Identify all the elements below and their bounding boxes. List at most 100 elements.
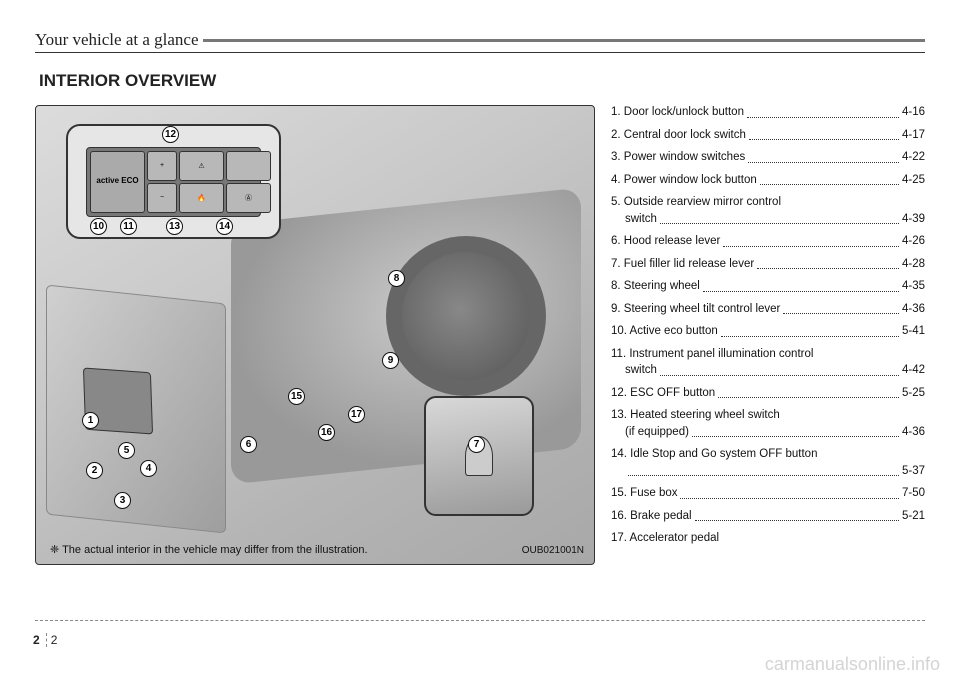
legend-list: 1. Door lock/unlock button 4-16 2. Central… [611,105,925,565]
legend-dots [660,212,899,225]
legend-item-15: 15. Fuse box 7-50 [611,486,925,502]
legend-dots [695,509,899,522]
legend-dots [660,363,899,376]
legend-page: 5-37 [902,464,925,480]
legend-page: 5-21 [902,509,925,525]
legend-page: 4-36 [902,302,925,318]
button-grid: active ECO + ⚠ − 🔥 Ⓐ [86,147,261,217]
fuel-inset [424,396,534,516]
callout-10: 10 [90,218,107,235]
figure-note: ❈ The actual interior in the vehicle may… [50,543,368,556]
header-title: Your vehicle at a glance [35,30,199,50]
callout-2: 2 [86,462,103,479]
footer-rule [35,620,925,621]
illum-minus-icon: − [147,183,177,213]
legend-item-14-sub: 5-37 [611,464,925,480]
legend-sublabel: switch [611,212,657,228]
callout-11: 11 [120,218,137,235]
legend-dots [692,425,899,438]
legend-sublabel: switch [611,363,657,379]
legend-sublabel: (if equipped) [611,425,689,441]
legend-dots [760,173,899,186]
legend-page: 4-16 [902,105,925,121]
interior-figure: active ECO + ⚠ − 🔥 Ⓐ 1234567891011121314… [35,105,595,565]
legend-page: 5-25 [902,386,925,402]
callout-9: 9 [382,352,399,369]
legend-item-13-sub: (if equipped)4-36 [611,425,925,441]
legend-dots [723,234,899,247]
steering-wheel-shape [386,236,546,396]
legend-dots [721,324,899,337]
legend-item-2: 2. Central door lock switch 4-17 [611,128,925,144]
legend-dots [718,386,899,399]
legend-item-5-sub: switch 4-39 [611,212,925,228]
callout-8: 8 [388,270,405,287]
legend-page: 5-41 [902,324,925,340]
legend-item-5: 5. Outside rearview mirror control [611,195,925,211]
callout-14: 14 [216,218,233,235]
legend-item-17: 17. Accelerator pedal [611,531,925,547]
legend-dots [680,486,898,499]
legend-label: 4. Power window lock button [611,173,757,189]
legend-page: 4-39 [902,212,925,228]
legend-item-11: 11. Instrument panel illumination contro… [611,347,925,363]
page-number: 2 2 [33,633,57,647]
blank-button-icon [226,151,271,181]
legend-item-13: 13. Heated steering wheel switch [611,408,925,424]
legend-page: 4-35 [902,279,925,295]
legend-page: 7-50 [902,486,925,502]
legend-page: 4-42 [902,363,925,379]
callout-12: 12 [162,126,179,143]
legend-label: 10. Active eco button [611,324,718,340]
legend-dots [703,279,899,292]
legend-label: 1. Door lock/unlock button [611,105,744,121]
legend-item-10: 10. Active eco button 5-41 [611,324,925,340]
callout-6: 6 [240,436,257,453]
esc-off-icon: ⚠ [179,151,224,181]
legend-label: 16. Brake pedal [611,509,692,525]
callout-1: 1 [82,412,99,429]
heated-wheel-icon: 🔥 [179,183,224,213]
legend-label: 13. Heated steering wheel switch [611,408,780,424]
legend-item-4: 4. Power window lock button4-25 [611,173,925,189]
legend-label: 9. Steering wheel tilt control lever [611,302,780,318]
callout-16: 16 [318,424,335,441]
legend-item-1: 1. Door lock/unlock button 4-16 [611,105,925,121]
legend-page: 4-28 [902,257,925,273]
callout-17: 17 [348,406,365,423]
legend-label: 11. Instrument panel illumination contro… [611,347,813,363]
legend-label: 12. ESC OFF button [611,386,715,402]
section-title: INTERIOR OVERVIEW [39,71,925,91]
legend-label: 15. Fuse box [611,486,677,502]
legend-item-9: 9. Steering wheel tilt control lever 4-36 [611,302,925,318]
callout-5: 5 [118,442,135,459]
eco-button-icon: active ECO [90,151,145,213]
callout-3: 3 [114,492,131,509]
legend-label: 14. Idle Stop and Go system OFF button [611,447,817,463]
legend-dots [747,105,899,118]
legend-dots [783,302,899,315]
legend-item-16: 16. Brake pedal 5-21 [611,509,925,525]
legend-item-8: 8. Steering wheel4-35 [611,279,925,295]
legend-page: 4-17 [902,128,925,144]
callout-4: 4 [140,460,157,477]
legend-label: 5. Outside rearview mirror control [611,195,781,211]
figure-code: OUB021001N [522,545,584,556]
header: Your vehicle at a glance [35,30,925,53]
legend-item-6: 6. Hood release lever 4-26 [611,234,925,250]
legend-label: 6. Hood release lever [611,234,720,250]
legend-item-12: 12. ESC OFF button 5-25 [611,386,925,402]
chapter-number: 2 [33,633,47,647]
legend-item-11-sub: switch 4-42 [611,363,925,379]
legend-label: 7. Fuel filler lid release lever [611,257,754,273]
legend-item-7: 7. Fuel filler lid release lever 4-28 [611,257,925,273]
legend-page: 4-26 [902,234,925,250]
legend-page: 4-22 [902,150,925,166]
callout-13: 13 [166,218,183,235]
legend-label: 2. Central door lock switch [611,128,746,144]
callout-7: 7 [468,436,485,453]
legend-dots [748,150,899,163]
isg-off-icon: Ⓐ [226,183,271,213]
illum-plus-icon: + [147,151,177,181]
header-rule [203,35,926,45]
